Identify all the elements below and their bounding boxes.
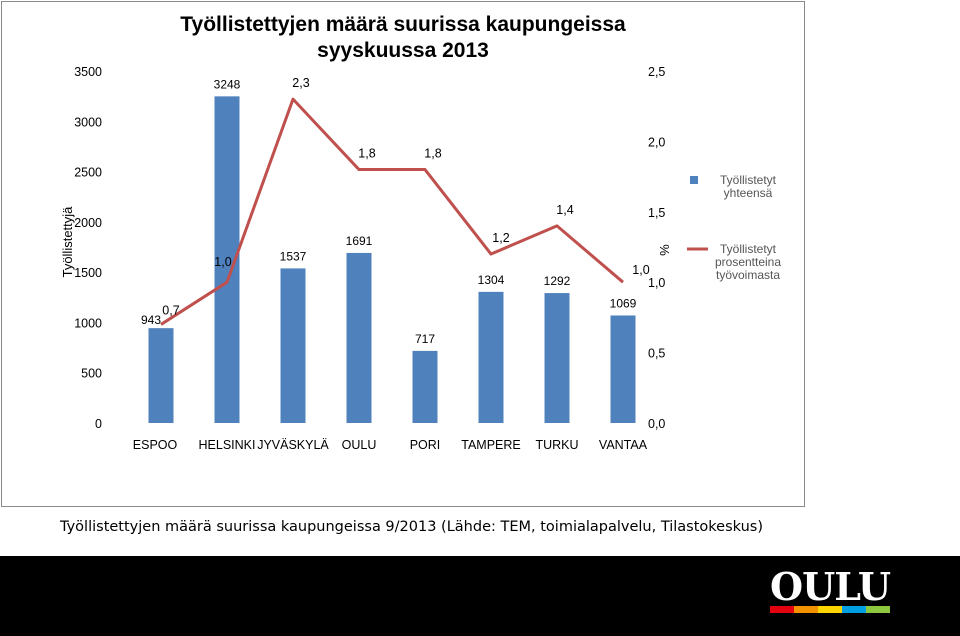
logo-stripe-segment (842, 606, 866, 613)
category-label: JYVÄSKYLÄ (257, 438, 329, 452)
right-axis-ticks: 0,0 0,5 1,0 1,5 2,0 2,5 (648, 65, 665, 431)
line-data-labels: 0,7 1,0 2,3 1,8 1,8 1,2 1,4 1,0 (162, 76, 649, 317)
line-value-label: 1,8 (424, 147, 441, 161)
bar (412, 350, 438, 423)
bar-value-label: 1537 (280, 249, 307, 263)
legend-label: Työllistetyt (720, 173, 777, 187)
bar (280, 268, 306, 423)
logo-stripe-segment (866, 606, 890, 613)
bar-value-label: 1304 (478, 273, 505, 287)
bar (346, 252, 372, 423)
bar-value-label: 1292 (544, 274, 571, 288)
logo-text: OULU (769, 563, 891, 609)
bar (478, 291, 504, 423)
bar-value-label: 943 (141, 313, 161, 327)
line-path (160, 97, 624, 326)
bar-value-label: 1691 (346, 234, 373, 248)
left-tick-label: 1500 (74, 266, 102, 280)
category-labels: ESPOO HELSINKI JYVÄSKYLÄ OULU PORI TAMPERE TUR… (133, 438, 648, 452)
category-label: TAMPERE (461, 438, 521, 452)
category-label: OULU (342, 438, 377, 452)
line-value-label: 1,4 (556, 203, 573, 217)
legend: TyöllistetytyhteensäTyöllistetytprosentt… (687, 173, 781, 282)
legend-swatch-bars (690, 176, 698, 184)
left-tick-label: 3000 (74, 115, 102, 129)
figure-caption: Työllistettyjen määrä suurissa kaupungei… (60, 519, 764, 535)
bar (148, 328, 174, 423)
right-tick-label: 0,5 (648, 347, 665, 361)
line-value-label: 2,3 (292, 76, 309, 90)
legend-label: työvoimasta (716, 268, 780, 282)
bar-value-label: 3248 (214, 77, 241, 91)
chart-border (1, 1, 805, 507)
legend-label: Työllistetyt (720, 242, 777, 256)
right-tick-label: 0,0 (648, 417, 665, 431)
left-tick-label: 500 (81, 367, 102, 381)
right-tick-label: 1,0 (648, 276, 665, 290)
logo-stripe-segment (794, 606, 818, 613)
bar (544, 293, 570, 423)
logo-color-stripe (770, 606, 890, 613)
right-tick-label: 2,0 (648, 135, 665, 149)
category-label: TURKU (535, 438, 578, 452)
bar (610, 315, 636, 423)
category-label: ESPOO (133, 438, 178, 452)
bar-value-label: 717 (415, 332, 435, 346)
bar-data-labels: 943 3248 1537 1691 717 1304 1292 1069 (141, 77, 637, 346)
category-label: VANTAA (599, 438, 648, 452)
right-tick-label: 1,5 (648, 206, 665, 220)
line-value-label: 1,0 (632, 263, 649, 277)
left-axis-ticks: 0 500 1000 1500 2000 2500 3000 3500 (74, 65, 102, 431)
chart-subtitle: syyskuussa 2013 (317, 39, 489, 62)
right-tick-label: 2,5 (648, 65, 665, 79)
left-tick-label: 3500 (74, 65, 102, 79)
left-tick-label: 2500 (74, 166, 102, 180)
bar-value-label: 1069 (610, 296, 637, 310)
bar-series (148, 96, 636, 424)
left-tick-label: 0 (95, 417, 102, 431)
y-axis-label: Työllistettyjä (60, 206, 75, 278)
line-value-label: 0,7 (162, 303, 179, 317)
line-value-label: 1,2 (492, 231, 509, 245)
left-tick-label: 1000 (74, 316, 102, 330)
footer-bar: OULU (0, 556, 960, 636)
left-tick-label: 2000 (74, 216, 102, 230)
line-value-label: 1,0 (214, 255, 231, 269)
logo-stripe-segment (818, 606, 842, 613)
category-label: PORI (410, 438, 441, 452)
legend-label: prosentteina (715, 255, 781, 269)
legend-label: yhteensä (724, 186, 773, 200)
logo-stripe-segment (770, 606, 794, 613)
y2-axis-label: % (657, 244, 672, 256)
oulu-logo: OULU (769, 562, 891, 610)
line-series (160, 97, 624, 326)
category-label: HELSINKI (199, 438, 256, 452)
chart-title: Työllistettyjen määrä suurissa kaupungei… (180, 13, 626, 36)
chart: Työllistettyjen määrä suurissa kaupungei… (1, 1, 805, 507)
line-value-label: 1,8 (358, 147, 375, 161)
